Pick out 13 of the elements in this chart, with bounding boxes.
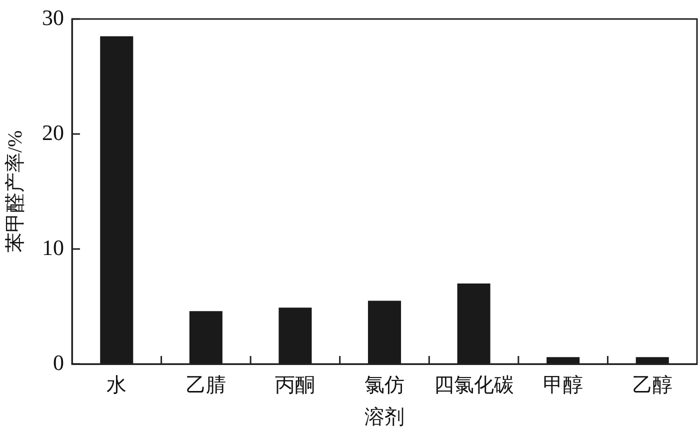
x-tick-label: 乙腈 <box>186 374 226 396</box>
x-axis-title: 溶剂 <box>364 406 404 428</box>
y-tick-label: 30 <box>42 4 64 30</box>
x-tick-label: 氯仿 <box>364 374 404 396</box>
y-tick-label: 10 <box>42 234 64 260</box>
x-tick-label: 四氯化碳 <box>434 374 514 396</box>
y-tick-label: 0 <box>53 350 64 375</box>
x-tick-label: 水 <box>106 374 127 396</box>
y-tick-label: 20 <box>42 120 64 145</box>
x-tick-label: 乙醇 <box>632 374 672 396</box>
x-tick-label: 丙酮 <box>275 374 316 396</box>
x-tick-label: 甲醇 <box>543 374 584 396</box>
y-axis-title: 苯甲醛产率/% <box>4 130 26 253</box>
